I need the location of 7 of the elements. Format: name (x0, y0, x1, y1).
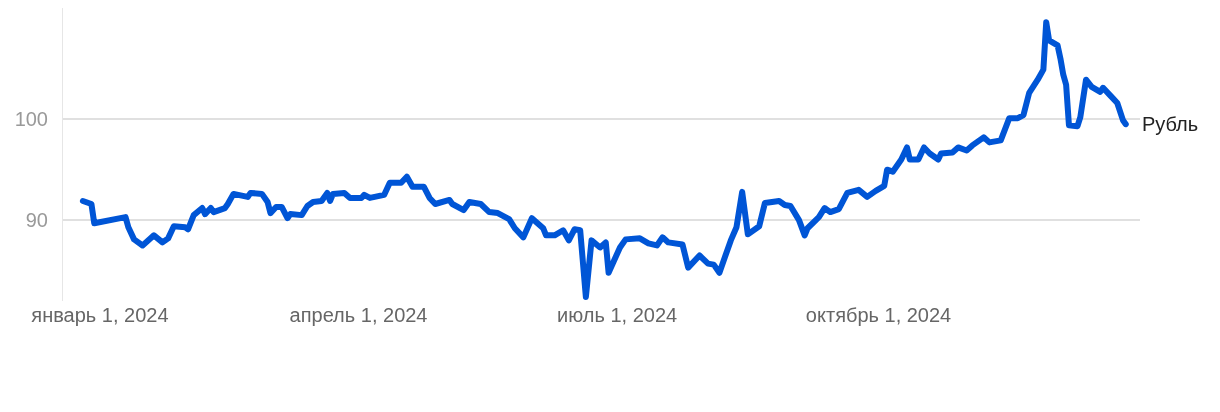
x-tick-label: июль 1, 2024 (557, 304, 678, 326)
y-tick-label: 90 (25, 209, 48, 232)
series-label: Рубль (1142, 113, 1199, 135)
x-tick-label: январь 1, 2024 (31, 304, 169, 326)
y-tick-label: 100 (14, 108, 48, 131)
x-tick-label: октябрь 1, 2024 (805, 304, 952, 326)
x-tick-label: апрель 1, 2024 (289, 304, 428, 326)
